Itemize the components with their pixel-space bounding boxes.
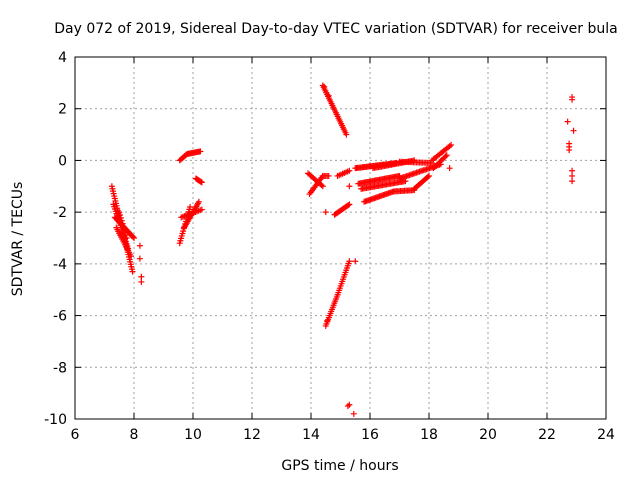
data-point <box>198 206 205 213</box>
y-axis-label: SDTVAR / TECUs <box>10 182 26 297</box>
data-point <box>138 273 145 280</box>
x-tick-label: 16 <box>361 427 379 443</box>
data-point <box>130 234 137 241</box>
x-tick-label: 18 <box>420 427 438 443</box>
x-tick-label: 14 <box>302 427 320 443</box>
data-point <box>346 167 353 174</box>
data-point <box>346 201 353 208</box>
data-point <box>569 172 576 179</box>
data-point <box>424 173 431 180</box>
x-tick-label: 20 <box>479 427 497 443</box>
data-point <box>120 223 127 230</box>
data-points <box>108 82 577 417</box>
data-point <box>197 148 204 155</box>
data-point <box>198 179 205 186</box>
plot-frame <box>74 56 607 420</box>
y-tick-label: 4 <box>58 50 67 66</box>
data-point <box>345 202 352 209</box>
data-point <box>442 153 449 160</box>
data-point <box>564 118 571 125</box>
data-point <box>117 214 124 221</box>
data-point <box>325 92 332 99</box>
data-point <box>324 317 331 324</box>
data-point <box>136 242 143 249</box>
data-point <box>121 229 128 236</box>
data-point <box>116 209 123 216</box>
data-point <box>343 131 350 138</box>
data-point <box>121 226 128 233</box>
chart-title: Day 072 of 2019, Sidereal Day-to-day VTE… <box>54 21 617 37</box>
data-point <box>346 401 353 408</box>
data-point <box>131 235 137 241</box>
data-point <box>346 183 353 190</box>
data-point <box>344 403 351 410</box>
x-tick-label: 6 <box>71 427 80 443</box>
x-tick-label: 10 <box>184 427 202 443</box>
data-point <box>346 258 353 265</box>
data-point <box>566 140 573 147</box>
data-point <box>322 209 329 216</box>
data-point <box>117 212 124 219</box>
x-tick-label: 24 <box>597 427 615 443</box>
data-point <box>136 255 143 262</box>
y-tick-label: 0 <box>58 153 67 169</box>
y-tick-label: -10 <box>44 412 67 428</box>
data-point <box>325 172 332 179</box>
data-point <box>195 198 202 205</box>
data-point <box>319 183 326 190</box>
data-point <box>123 235 130 241</box>
data-point <box>122 232 129 239</box>
data-point <box>569 96 576 103</box>
data-point <box>187 203 194 210</box>
y-tick-label: -2 <box>53 205 67 221</box>
data-point <box>350 410 357 417</box>
data-point <box>446 165 453 172</box>
x-tick-label: 22 <box>538 427 556 443</box>
data-point <box>426 172 432 179</box>
y-tick-label: -4 <box>53 257 67 273</box>
data-point <box>352 258 359 265</box>
data-point <box>443 152 450 159</box>
y-tick-label: 2 <box>58 102 67 118</box>
y-tick-label: -8 <box>53 360 67 376</box>
x-tick-label: 12 <box>243 427 261 443</box>
data-point <box>129 268 136 275</box>
x-axis-label: GPS time / hours <box>281 458 398 474</box>
data-point <box>119 220 126 227</box>
data-point <box>570 127 577 134</box>
data-point <box>321 83 328 90</box>
x-tick-label: 8 <box>130 427 139 443</box>
data-point <box>569 167 576 174</box>
data-point <box>569 178 576 185</box>
data-point <box>318 182 325 189</box>
data-point <box>128 253 135 260</box>
grid <box>75 57 606 419</box>
data-point <box>448 141 455 148</box>
data-point <box>118 217 125 224</box>
data-point <box>138 278 145 285</box>
y-tick-label: -6 <box>53 309 67 325</box>
